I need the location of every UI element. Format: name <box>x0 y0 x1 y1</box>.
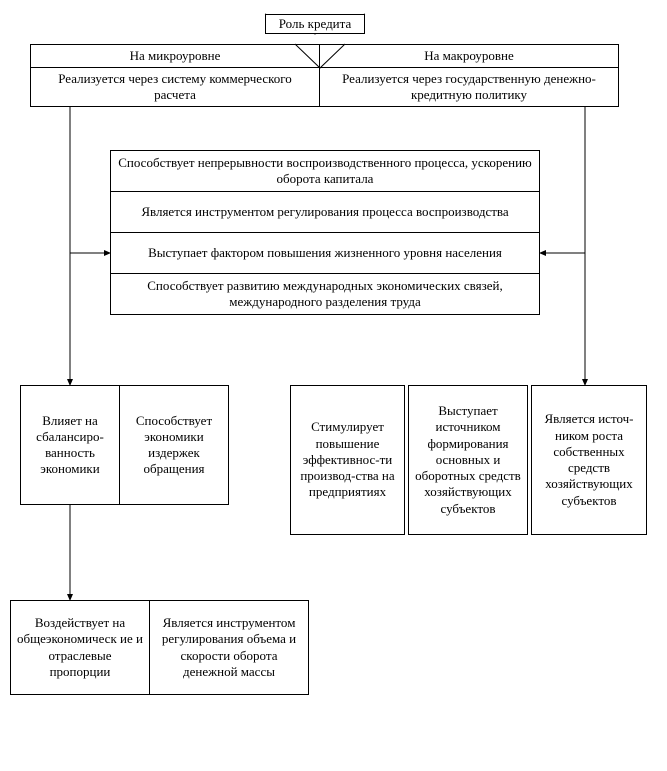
middle-stack-3: Способствует развитию международных экон… <box>110 273 540 315</box>
left-row-1: Способствует экономики издержек обращени… <box>119 385 229 505</box>
header-macro-text: На макроуровне <box>424 48 514 64</box>
header-micro-desc: Реализуется через систему коммерческого … <box>30 67 320 107</box>
right-row-1-text: Выступает источником формирования основн… <box>415 403 521 517</box>
right-row-2-text: Является источ-ником роста собственных с… <box>538 411 640 509</box>
left-row-0-text: Влияет на сбалансиро-ванность экономики <box>27 413 113 478</box>
right-row-2: Является источ-ником роста собственных с… <box>531 385 647 535</box>
header-micro-text: На микроуровне <box>130 48 221 64</box>
right-row-1: Выступает источником формирования основн… <box>408 385 528 535</box>
middle-stack-0-text: Способствует непрерывности воспроизводст… <box>117 155 533 188</box>
header-micro: На микроуровне <box>30 44 320 68</box>
diagram-canvas: Роль кредита На микроуровне На макроуров… <box>10 10 657 761</box>
header-macro-desc: Реализуется через государственную денежн… <box>319 67 619 107</box>
right-row-0-text: Стимулирует повышение эффективнос-ти про… <box>297 419 398 500</box>
right-row-0: Стимулирует повышение эффективнос-ти про… <box>290 385 405 535</box>
bottom-row-0: Воздействует на общеэкономическ ие и отр… <box>10 600 150 695</box>
title-box: Роль кредита <box>265 14 365 34</box>
middle-stack-3-text: Способствует развитию международных экон… <box>117 278 533 311</box>
header-macro: На макроуровне <box>319 44 619 68</box>
bottom-row-0-text: Воздействует на общеэкономическ ие и отр… <box>17 615 143 680</box>
header-macro-desc-text: Реализуется через государственную денежн… <box>326 71 612 104</box>
middle-stack-1: Является инструментом регулирования проц… <box>110 191 540 233</box>
middle-stack-2: Выступает фактором повышения жизненного … <box>110 232 540 274</box>
header-micro-desc-text: Реализуется через систему коммерческого … <box>37 71 313 104</box>
bottom-row-1-text: Является инструментом регулирования объе… <box>156 615 302 680</box>
middle-stack-2-text: Выступает фактором повышения жизненного … <box>148 245 502 261</box>
left-row-1-text: Способствует экономики издержек обращени… <box>126 413 222 478</box>
middle-stack-1-text: Является инструментом регулирования проц… <box>141 204 508 220</box>
bottom-row-1: Является инструментом регулирования объе… <box>149 600 309 695</box>
left-row-0: Влияет на сбалансиро-ванность экономики <box>20 385 120 505</box>
title-text: Роль кредита <box>279 16 352 32</box>
middle-stack-0: Способствует непрерывности воспроизводст… <box>110 150 540 192</box>
